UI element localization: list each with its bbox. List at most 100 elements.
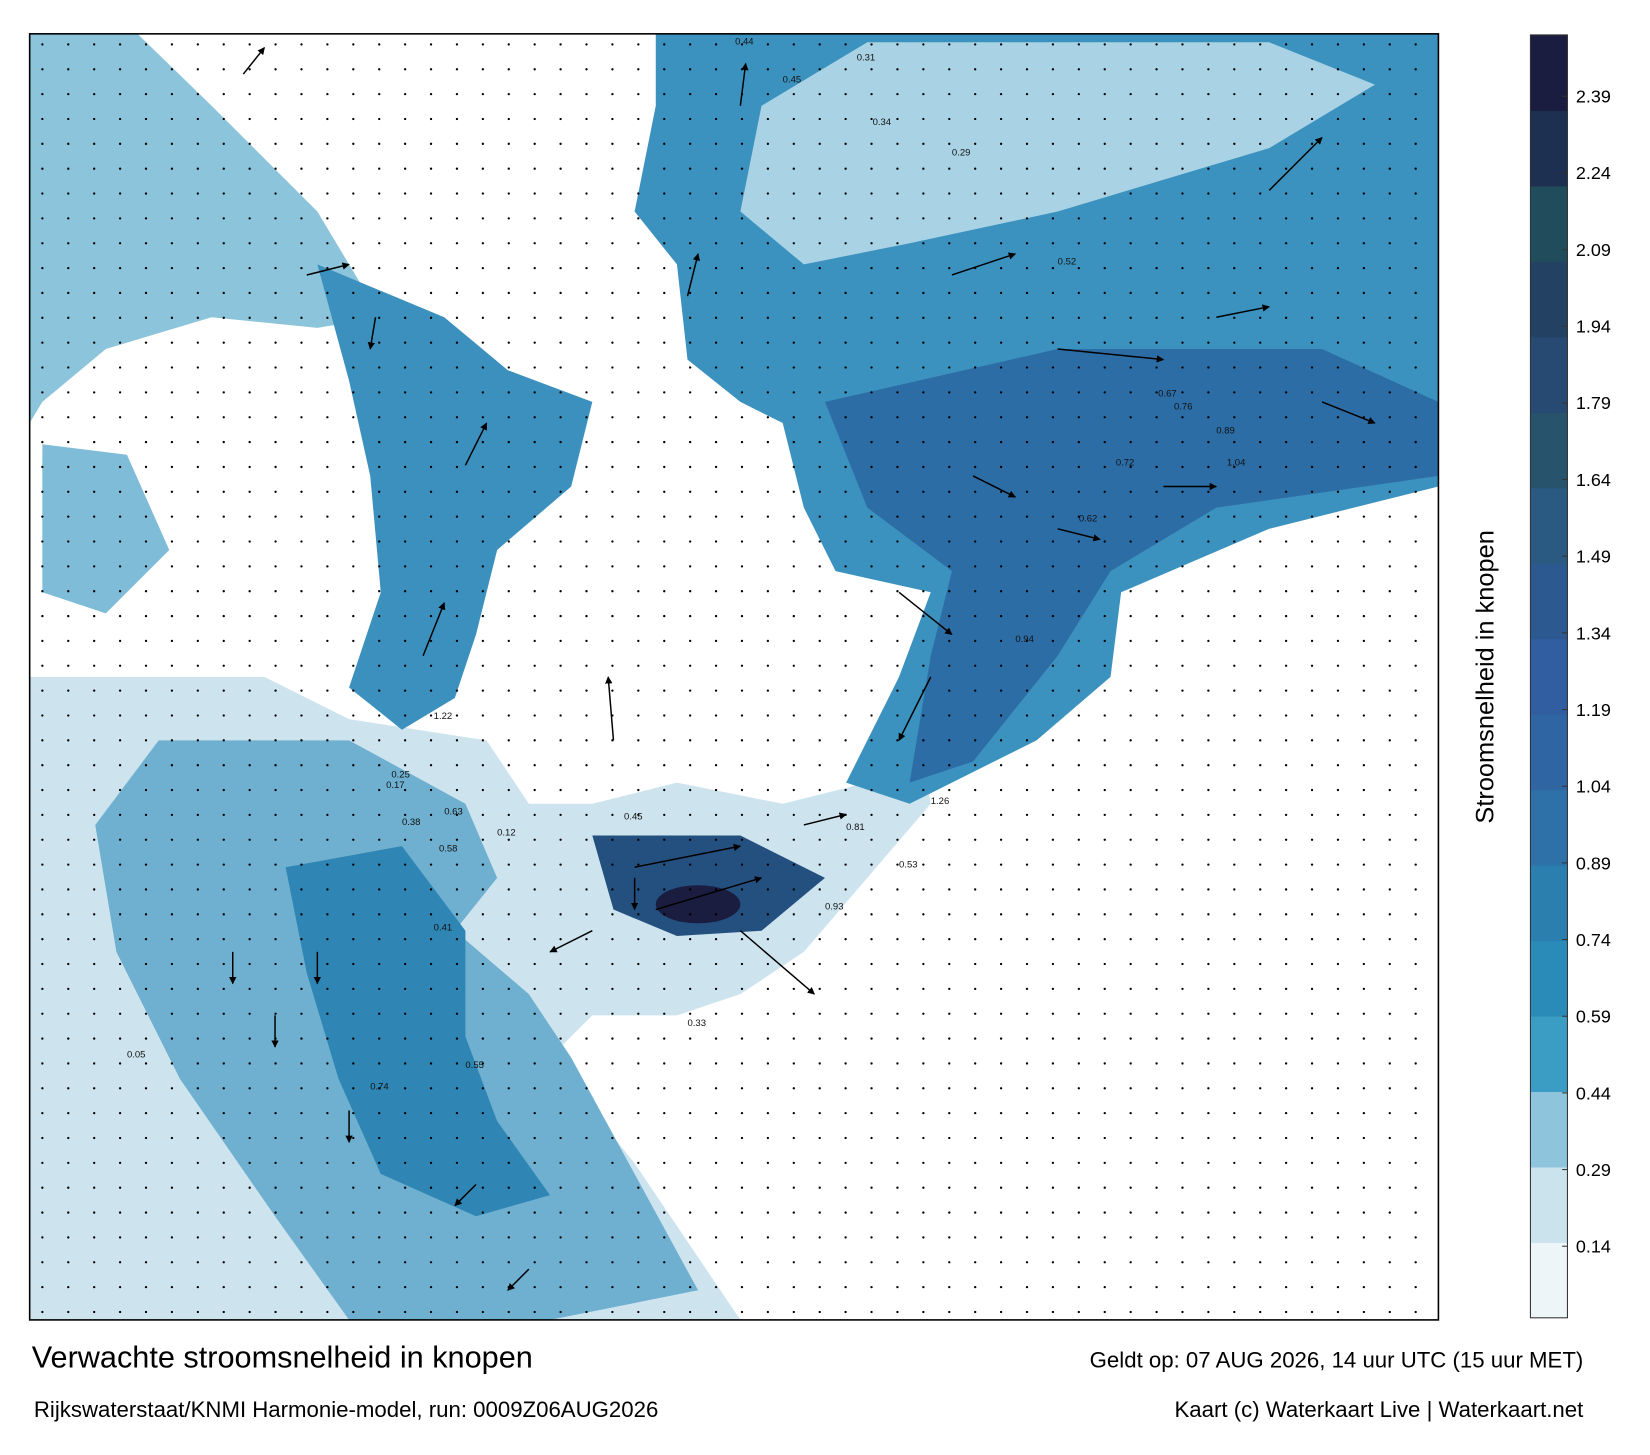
- grid-dot: [948, 863, 951, 866]
- grid-dot: [740, 1285, 744, 1289]
- grid-dot: [663, 764, 666, 767]
- grid-dot: [559, 490, 562, 493]
- grid-dot: [326, 366, 329, 369]
- grid-dot: [248, 242, 251, 245]
- grid-dot: [688, 764, 692, 767]
- grid-dot: [248, 366, 251, 369]
- grid-dot: [585, 590, 588, 593]
- grid-dot: [1362, 540, 1366, 543]
- grid-dot: [1181, 764, 1184, 767]
- grid-dot: [611, 788, 614, 792]
- grid-dot: [118, 639, 122, 643]
- grid-dot: [196, 987, 199, 991]
- grid-dot: [41, 117, 44, 121]
- grid-dot: [507, 1136, 510, 1140]
- grid-dot: [896, 938, 899, 941]
- grid-dot: [922, 92, 925, 96]
- current-arrow: [367, 317, 377, 350]
- grid-dot: [507, 341, 510, 344]
- grid-dot: [1103, 888, 1106, 891]
- grid-dot: [1284, 739, 1288, 742]
- grid-dot: [1310, 739, 1314, 742]
- grid-dot: [922, 1087, 925, 1090]
- grid-dot: [1025, 43, 1029, 46]
- grid-dot: [1414, 341, 1417, 344]
- grid-dot: [378, 863, 381, 866]
- grid-dot: [1310, 242, 1314, 245]
- grid-dot: [1207, 863, 1210, 866]
- grid-dot: [274, 1261, 277, 1264]
- grid-dot: [585, 1087, 588, 1090]
- grid-dot: [403, 664, 407, 667]
- grid-dot: [688, 540, 692, 543]
- grid-dot: [533, 788, 536, 792]
- grid-dot: [403, 838, 407, 841]
- grid-dot: [118, 316, 122, 319]
- grid-dot: [922, 242, 925, 245]
- grid-dot: [378, 614, 381, 618]
- grid-dot: [118, 366, 122, 369]
- grid-dot: [403, 1161, 407, 1165]
- grid-dot: [1207, 117, 1210, 121]
- grid-dot: [896, 888, 899, 891]
- grid-dot: [1025, 1136, 1029, 1140]
- grid-dot: [170, 962, 174, 966]
- grid-dot: [870, 92, 873, 96]
- grid-dot: [1414, 316, 1417, 319]
- grid-dot: [974, 291, 977, 295]
- current-label: 0.81: [846, 822, 865, 833]
- grid-dot: [948, 1136, 951, 1140]
- grid-dot: [611, 614, 614, 618]
- grid-dot: [326, 664, 329, 667]
- grid-dot: [559, 167, 562, 170]
- grid-dot: [1103, 1261, 1106, 1264]
- grid-dot: [1233, 391, 1236, 394]
- grid-dot: [507, 888, 510, 891]
- grid-dot: [274, 92, 277, 96]
- grid-dot: [144, 1037, 148, 1040]
- grid-dot: [429, 739, 433, 742]
- grid-dot: [455, 987, 459, 991]
- grid-dot: [559, 639, 562, 643]
- grid-dot: [585, 316, 588, 319]
- grid-dot: [611, 1211, 614, 1214]
- grid-dot: [611, 863, 614, 866]
- grid-dot: [481, 614, 485, 618]
- grid-dot: [1129, 1211, 1132, 1214]
- grid-dot: [93, 565, 96, 568]
- grid-dot: [300, 68, 303, 71]
- grid-dot: [1077, 739, 1080, 742]
- grid-dot: [1181, 639, 1184, 643]
- grid-dot: [507, 490, 510, 493]
- grid-dot: [714, 590, 718, 593]
- grid-dot: [688, 1161, 692, 1165]
- grid-dot: [974, 43, 977, 46]
- grid-dot: [1077, 391, 1080, 394]
- grid-dot: [144, 863, 148, 866]
- grid-dot: [740, 1236, 744, 1239]
- grid-dot: [844, 291, 847, 295]
- grid-dot: [792, 266, 795, 270]
- grid-dot: [533, 490, 536, 493]
- grid-dot: [1362, 242, 1366, 245]
- grid-dot: [170, 1285, 174, 1289]
- grid-dot: [1025, 938, 1029, 941]
- grid-dot: [1207, 192, 1210, 195]
- grid-dot: [41, 266, 44, 270]
- grid-dot: [170, 788, 174, 792]
- grid-dot: [663, 1037, 666, 1040]
- grid-dot: [403, 192, 407, 195]
- grid-dot: [67, 465, 70, 469]
- current-label: 0.67: [1158, 389, 1177, 400]
- grid-dot: [974, 714, 977, 717]
- grid-dot: [1336, 416, 1340, 419]
- map-subtitle: Rijkswaterstaat/KNMI Harmonie-model, run…: [34, 1397, 658, 1422]
- grid-dot: [1155, 838, 1158, 841]
- grid-dot: [1103, 1211, 1106, 1214]
- grid-dot: [248, 192, 251, 195]
- grid-dot: [870, 1211, 873, 1214]
- grid-dot: [170, 913, 174, 916]
- grid-dot: [922, 714, 925, 717]
- grid-dot: [1388, 391, 1391, 394]
- grid-dot: [637, 913, 640, 916]
